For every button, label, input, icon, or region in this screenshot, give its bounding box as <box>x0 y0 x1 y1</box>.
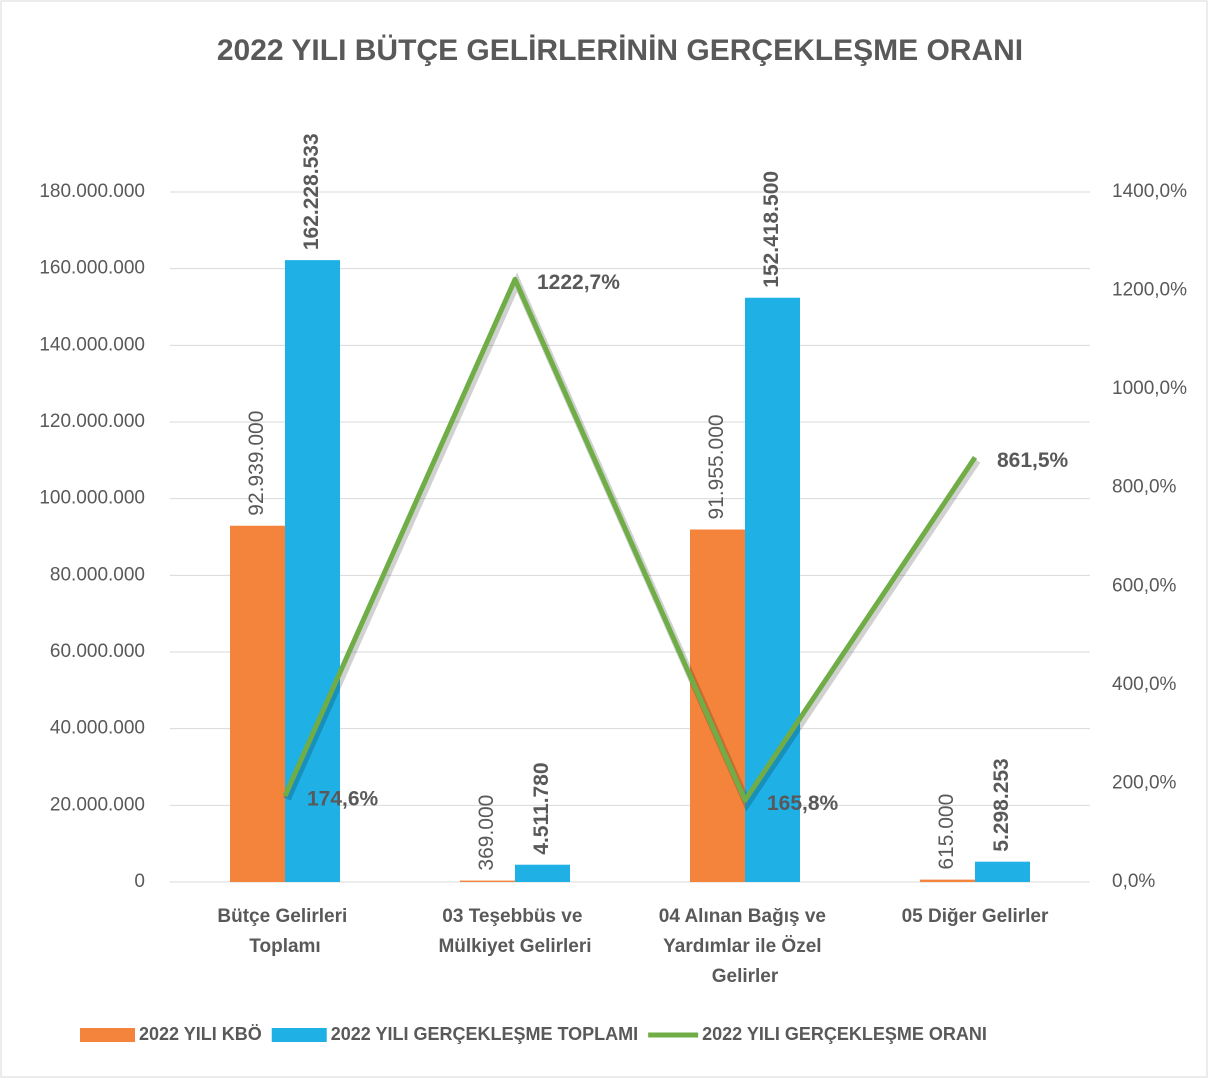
bar <box>690 529 745 882</box>
data-label: 4.511.780 <box>530 762 553 854</box>
bar <box>460 880 515 882</box>
legend-label: 2022 YILI KBÖ <box>139 1024 262 1044</box>
y2-tick-label: 800,0% <box>1112 477 1177 498</box>
data-label: 91.955.000 <box>705 414 728 519</box>
y2-tick-label: 400,0% <box>1112 674 1177 695</box>
y-tick-label: 160.000.000 <box>39 258 145 279</box>
data-label: 369.000 <box>475 795 498 871</box>
y-tick-label: 120.000.000 <box>39 411 145 432</box>
bar <box>920 879 975 882</box>
y2-tick-label: 1200,0% <box>1112 280 1187 301</box>
bar <box>230 525 285 882</box>
x-tick-label: 03 Teşebbüs ve Mülkiyet Gelirleri <box>438 906 591 957</box>
y-tick-label: 140.000.000 <box>39 334 145 355</box>
y-tick-label: 80.000.000 <box>50 564 145 585</box>
y2-tick-label: 0,0% <box>1112 871 1155 892</box>
data-label: 615.000 <box>935 794 958 870</box>
line <box>282 276 978 803</box>
data-label: 5.298.253 <box>990 758 1013 851</box>
data-label: 174,6% <box>307 787 379 810</box>
data-label: 1222,7% <box>537 271 620 294</box>
y-tick-label: 20.000.000 <box>50 794 145 815</box>
y-tick-label: 60.000.000 <box>50 641 145 662</box>
y-tick-label: 180.000.000 <box>39 181 145 202</box>
x-tick-label: 05 Diğer Gelirler <box>902 906 1049 927</box>
bar <box>975 861 1030 882</box>
chart-title: 2022 YILI BÜTÇE GELİRLERİNİN GERÇEKLEŞME… <box>217 34 1023 67</box>
x-tick-label: 04 Alınan Bağış ve Yardımlar ile Özel Ge… <box>659 906 831 987</box>
y-tick-label: 40.000.000 <box>50 718 145 739</box>
y-tick-label: 0 <box>134 871 145 892</box>
data-label: 162.228.533 <box>300 133 323 250</box>
legend-label: 2022 YILI GERÇEKLEŞME TOPLAMI <box>331 1024 638 1044</box>
y2-tick-label: 1000,0% <box>1112 378 1187 399</box>
data-label: 92.939.000 <box>245 411 268 516</box>
y2-tick-label: 1400,0% <box>1112 181 1187 202</box>
x-tick-label: Bütçe Gelirleri Toplamı <box>217 906 352 957</box>
legend-label: 2022 YILI GERÇEKLEŞME ORANI <box>702 1024 987 1044</box>
data-label: 165,8% <box>767 792 839 815</box>
legend-swatch <box>80 1028 135 1042</box>
y-tick-label: 100.000.000 <box>39 488 145 509</box>
bar <box>515 864 570 882</box>
legend-swatch <box>271 1028 327 1042</box>
data-label: 861,5% <box>997 449 1069 472</box>
data-label: 152.418.500 <box>760 171 783 288</box>
y2-tick-label: 200,0% <box>1112 772 1177 793</box>
y2-tick-label: 600,0% <box>1112 575 1177 596</box>
